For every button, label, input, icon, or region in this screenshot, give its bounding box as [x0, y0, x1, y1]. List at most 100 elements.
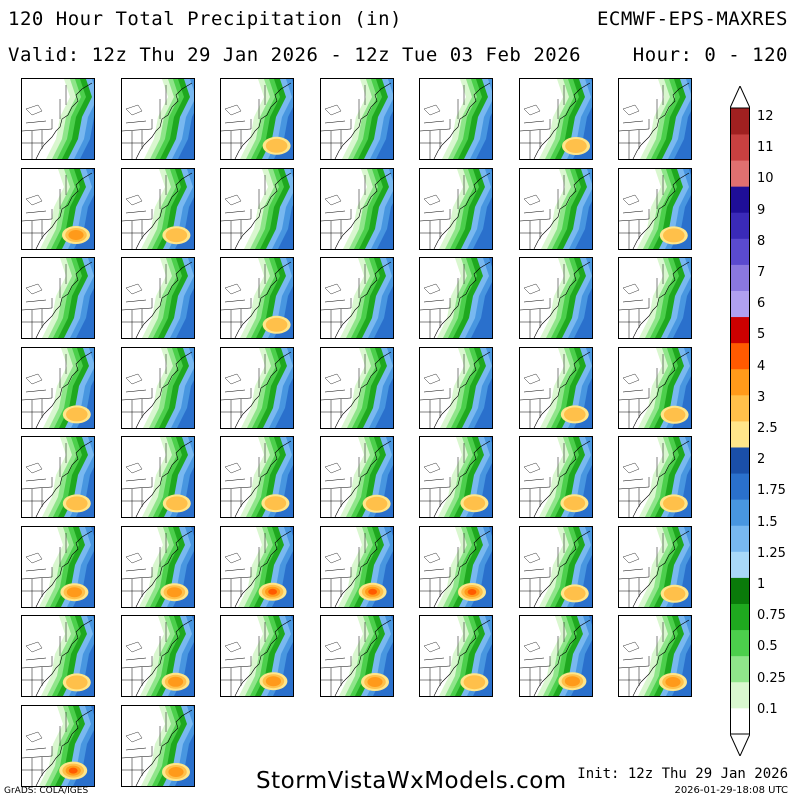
- state-borders: [519, 532, 564, 607]
- state-borders: [320, 264, 365, 338]
- ensemble-member-panel: [120, 346, 195, 429]
- colorbar-label: 0.5: [757, 639, 778, 655]
- precip-band: [174, 168, 194, 249]
- ensemble-member-panel: [21, 346, 95, 429]
- state-borders: [22, 443, 67, 517]
- lake-outline: [25, 462, 43, 474]
- precip-band: [573, 347, 592, 428]
- state-borders: [320, 532, 365, 607]
- state-borders: [121, 532, 166, 607]
- colorbar-swatch: [730, 551, 750, 578]
- state-borders: [320, 353, 365, 428]
- coastline: [135, 172, 192, 249]
- state-borders: [320, 443, 365, 517]
- state-borders: [519, 443, 564, 517]
- heavy-precip-core: [564, 676, 580, 687]
- ensemble-member-panel: [618, 346, 692, 429]
- state-borders: [519, 174, 564, 249]
- precip-band: [474, 347, 492, 428]
- ensemble-member-panel: [618, 525, 692, 608]
- state-borders: [420, 622, 465, 696]
- state-borders: [22, 264, 67, 338]
- heavy-precip-core: [563, 406, 586, 421]
- precip-band: [570, 616, 592, 696]
- ensemble-member-panel: [21, 525, 95, 608]
- ensemble-member-panel: [319, 78, 394, 160]
- precip-band: [174, 705, 194, 786]
- heavy-precip-core: [463, 675, 486, 690]
- coastline: [334, 619, 391, 696]
- ensemble-member-panel: [319, 257, 394, 339]
- state-borders: [420, 174, 465, 249]
- precip-band: [275, 347, 293, 428]
- colorbar-swatch: [730, 316, 750, 344]
- ensemble-member-panel: [419, 615, 493, 697]
- lake-outline: [423, 104, 441, 116]
- coastline: [135, 530, 192, 607]
- lake-outline: [25, 283, 43, 295]
- lake-outline: [423, 194, 441, 205]
- heavy-precip-core: [165, 227, 187, 242]
- ensemble-member-panel: [120, 436, 195, 518]
- render-timestamp: 2026-01-29-18:08 UTC: [674, 785, 788, 796]
- coastline: [35, 82, 93, 159]
- init-time: Init: 12z Thu 29 Jan 2026: [577, 766, 788, 782]
- coastline: [433, 351, 491, 428]
- ensemble-member-panel: [21, 615, 95, 697]
- coastline: [135, 619, 192, 696]
- state-borders: [320, 174, 365, 249]
- ensemble-member-panel: [319, 615, 394, 697]
- precip-band: [272, 168, 293, 249]
- precip-band: [671, 168, 691, 249]
- coastline: [632, 172, 690, 249]
- precip-band: [374, 347, 393, 428]
- coastline: [632, 440, 690, 517]
- precip-band: [73, 705, 94, 786]
- colorbar-label: 0.25: [757, 670, 786, 686]
- heavy-precip-core: [563, 496, 585, 511]
- state-borders: [221, 353, 266, 428]
- ensemble-member-panel: [319, 525, 394, 608]
- state-borders: [22, 532, 67, 607]
- colorbar-label: 6: [757, 296, 766, 312]
- colorbar-swatch: [730, 655, 750, 683]
- coastline: [632, 82, 690, 159]
- ensemble-member-panel: [518, 78, 593, 160]
- colorbar-swatch: [730, 134, 750, 161]
- coastline: [234, 530, 292, 607]
- lake-outline: [125, 552, 142, 563]
- colorbar-bottom-arrow: [730, 733, 750, 756]
- state-borders: [619, 622, 664, 696]
- ensemble-member-panel: [618, 78, 692, 160]
- lake-outline: [324, 462, 341, 474]
- ensemble-member-panel: [518, 346, 593, 429]
- coastline: [433, 172, 491, 249]
- precip-band: [572, 437, 592, 517]
- colorbar-label: 0.1: [757, 701, 778, 717]
- lake-outline: [224, 104, 242, 116]
- colorbar-swatch: [730, 238, 750, 265]
- ensemble-member-panel: [419, 167, 493, 250]
- state-borders: [619, 532, 664, 607]
- heavy-precip-core: [165, 496, 188, 511]
- colorbar-label: 7: [757, 265, 766, 280]
- colorbar-swatch: [730, 603, 750, 631]
- state-borders: [121, 264, 166, 338]
- precip-band: [74, 168, 94, 249]
- state-borders: [420, 443, 465, 517]
- colorbar-label: 10: [757, 171, 774, 187]
- colorbar-swatch: [730, 394, 750, 422]
- state-borders: [320, 85, 365, 159]
- ensemble-member-panel: [220, 257, 294, 339]
- state-borders: [121, 443, 166, 517]
- lake-outline: [324, 104, 341, 116]
- lake-outline: [25, 373, 43, 384]
- lake-outline: [523, 283, 540, 295]
- heavy-precip-core: [663, 586, 686, 601]
- colorbar-swatch: [730, 290, 750, 318]
- colorbar-label: 8: [757, 233, 766, 249]
- state-borders: [619, 174, 664, 249]
- model-name: ECMWF-EPS-MAXRES: [596, 8, 788, 30]
- colorbar-swatch: [730, 525, 750, 552]
- lake-outline: [224, 194, 242, 205]
